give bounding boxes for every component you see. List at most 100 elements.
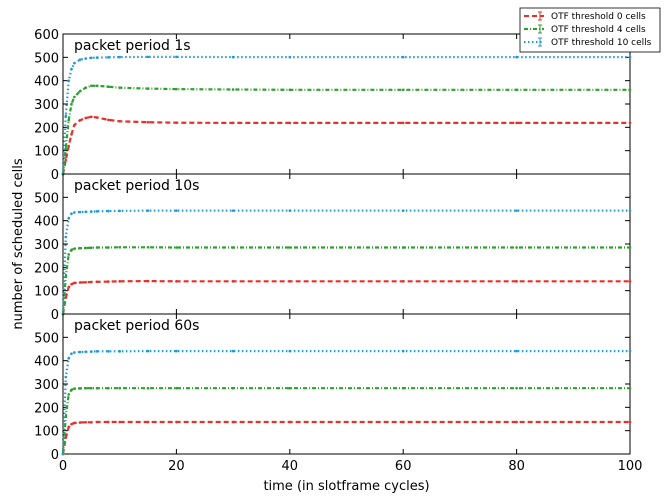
data-point <box>90 420 93 424</box>
data-point <box>107 350 110 353</box>
data-point <box>231 386 235 390</box>
data-point <box>118 420 121 424</box>
data-point <box>70 133 73 136</box>
data-point <box>146 420 150 424</box>
data-point <box>90 246 93 250</box>
data-point <box>73 123 76 127</box>
x-tick-label: 20 <box>168 459 185 474</box>
data-point <box>118 86 121 89</box>
data-point <box>90 210 93 213</box>
data-point <box>95 246 99 249</box>
panel-title: packet period 60s <box>74 318 199 334</box>
data-point <box>67 144 70 148</box>
legend-entry: OTF threshold 4 cells <box>551 25 646 35</box>
data-point <box>146 87 150 90</box>
data-point <box>84 86 87 89</box>
data-point <box>70 212 73 215</box>
data-point <box>95 350 99 353</box>
data-point <box>146 279 150 283</box>
data-point <box>84 246 87 250</box>
data-point <box>107 118 110 122</box>
data-point <box>73 421 76 425</box>
data-point <box>628 88 632 92</box>
data-point <box>90 56 93 60</box>
y-tick-label: 100 <box>34 425 59 440</box>
series-line-1 <box>61 420 630 455</box>
data-point <box>515 386 518 390</box>
data-point <box>107 420 110 424</box>
x-axis-label: time (in slotframe cycles) <box>263 479 429 494</box>
y-tick-label: 500 <box>34 331 59 346</box>
y-tick-label: 100 <box>34 285 59 300</box>
data-point <box>515 55 518 59</box>
data-point <box>175 87 178 91</box>
data-point <box>175 420 178 424</box>
data-point <box>118 245 121 249</box>
data-point <box>231 209 235 212</box>
panel-3: 0 100 200 300 400 500 packet period 60s <box>34 313 632 463</box>
data-point <box>70 102 73 106</box>
data-point <box>146 386 150 390</box>
data-point <box>515 88 518 92</box>
data-point <box>288 121 292 125</box>
data-point <box>64 375 68 379</box>
data-point <box>64 114 68 117</box>
x-tick-label: 0 <box>59 459 67 474</box>
data-point <box>146 245 150 249</box>
data-point <box>401 246 405 249</box>
data-point <box>78 387 82 390</box>
data-point <box>107 386 110 390</box>
data-point <box>78 421 82 424</box>
data-point <box>84 420 87 424</box>
data-point <box>78 119 82 122</box>
panel-frame <box>62 33 631 175</box>
data-point <box>70 248 73 252</box>
data-point <box>67 357 70 360</box>
series-line-3 <box>61 209 630 315</box>
data-point <box>67 393 70 396</box>
data-point <box>73 351 76 354</box>
y-tick-label: 100 <box>34 145 59 160</box>
data-point <box>84 350 87 354</box>
data-point <box>73 281 76 285</box>
panel-title: packet period 1s <box>74 38 191 54</box>
data-point <box>288 386 292 390</box>
data-point <box>231 121 235 125</box>
series-line-2 <box>61 84 630 175</box>
series-line-3 <box>61 350 630 455</box>
data-point <box>231 420 235 424</box>
y-tick-label: 400 <box>34 215 59 230</box>
x-tick-label: 40 <box>282 459 299 474</box>
data-point <box>67 425 70 429</box>
panel-title: packet period 10s <box>74 178 199 194</box>
data-point <box>288 88 292 92</box>
data-point <box>84 57 87 60</box>
data-point <box>288 55 292 59</box>
data-point <box>95 84 99 88</box>
data-point <box>118 350 121 353</box>
x-tick-label: 60 <box>395 459 412 474</box>
panel-frame <box>62 313 631 455</box>
y-tick-label: 500 <box>34 191 59 206</box>
data-point <box>118 209 121 213</box>
data-point <box>288 209 292 212</box>
data-point <box>84 280 87 284</box>
data-point <box>84 116 87 120</box>
y-tick-label: 500 <box>34 51 59 66</box>
data-point <box>78 350 82 354</box>
data-point <box>628 280 632 283</box>
data-point <box>628 121 632 125</box>
y-tick-label: 300 <box>34 98 59 113</box>
data-point <box>515 121 518 125</box>
series-line-1 <box>61 279 630 315</box>
data-point <box>401 121 405 125</box>
data-point <box>231 246 235 249</box>
data-point <box>401 55 405 59</box>
data-point <box>78 58 82 61</box>
data-point <box>90 350 93 353</box>
legend-entry: OTF threshold 0 cells <box>551 12 646 22</box>
data-point <box>515 209 518 212</box>
data-point <box>107 246 110 249</box>
